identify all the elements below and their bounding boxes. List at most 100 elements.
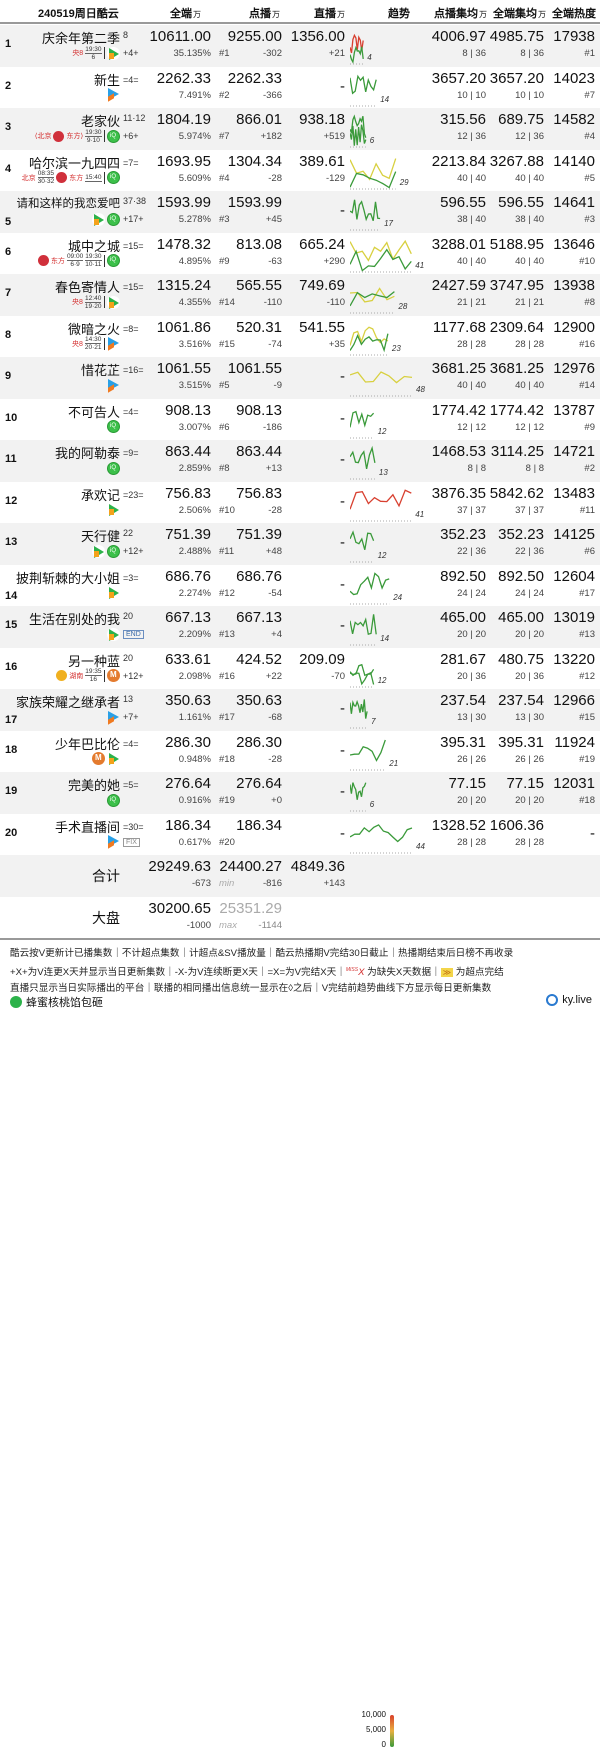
table-row[interactable]: 2 新生 =4= 2262.33 7.491% 2262.33 #2 -366 - 14 3657.…	[0, 67, 600, 109]
show-title[interactable]: 庆余年第二季	[41, 31, 120, 46]
total-share: 2.098%	[178, 670, 211, 682]
trend-sparkline	[350, 663, 375, 687]
show-title[interactable]: 手术直播间	[54, 819, 120, 835]
rank: 17	[5, 714, 18, 726]
vod-rank: #3	[219, 214, 230, 225]
update-status: =15=	[123, 240, 144, 251]
heat-rank: #19	[579, 753, 595, 765]
table-row[interactable]: 18少年巴比伦=4=286.300.948%286.30#18-28-21395…	[0, 731, 600, 773]
show-title[interactable]: 哈尔滨一九四四	[28, 155, 120, 171]
show-title[interactable]: 城中之城	[67, 238, 120, 254]
rank: 9	[5, 370, 12, 382]
table-row[interactable]: 15 生活在别处的我 20 END 667.13 2.209% 667.13 #13 +4-14…	[0, 606, 600, 648]
site-link[interactable]: ky.live	[546, 994, 592, 1006]
vod-avg-episodes: 12 | 36	[457, 131, 486, 142]
show-title[interactable]: 我的阿勒泰	[54, 446, 120, 461]
show-title[interactable]: 生活在别处的我	[28, 612, 120, 627]
show-title[interactable]: 少年巴比伦	[54, 736, 120, 752]
table-row[interactable]: 16另一种蓝20+12+湖南19:3516633.612.098%424.52#…	[0, 648, 600, 690]
show-title[interactable]: 新生	[93, 72, 120, 88]
total-share: 7.491%	[178, 89, 211, 101]
show-title[interactable]: 披荆斩棘的大小姐	[15, 570, 120, 586]
trend-episode-count: 29	[399, 177, 409, 187]
show-title[interactable]: 天行健	[80, 529, 120, 544]
vod-rank: #20	[219, 836, 235, 848]
live-views: -	[340, 77, 345, 95]
table-row[interactable]: 10 不可告人=4= 908.13 3.007% 908.13 #6 -186 - 12 1774…	[0, 399, 600, 441]
live-views: -	[340, 824, 345, 842]
rank: 20	[5, 826, 18, 839]
episode-info: 22	[123, 528, 134, 538]
show-title[interactable]: 请和这样的我恋爱吧	[16, 198, 121, 210]
total-share: 0.948%	[178, 753, 211, 765]
show-title[interactable]: 不可告人	[67, 404, 120, 420]
table-row[interactable]: 14 披荆斩棘的大小姐 =3= 686.76 2.274% 686.76 #12 -54-24…	[0, 565, 600, 607]
air-episodes: 10·11	[85, 261, 102, 268]
table-row[interactable]: 7 春色寄情人 =15= 央8 12:40 19·20 1315.24 4.355% 565.5…	[0, 274, 600, 316]
show-title[interactable]: 另一种蓝	[67, 653, 120, 669]
broadcast-info: 北京 08:35 30·32 东方 15:40	[21, 170, 120, 185]
heat-rank: #17	[579, 587, 595, 599]
table-row[interactable]: 6城中之城=15=东方09:006·919:3010·111478.324.89…	[0, 233, 600, 275]
live-delta: +519	[323, 131, 345, 142]
channel-logo-icon	[37, 255, 49, 266]
broadcast-info	[92, 752, 120, 766]
heat-score: 14721	[553, 443, 595, 460]
live-views: 389.61	[299, 152, 345, 170]
heat-rank: #4	[584, 131, 595, 142]
tencent-video-icon	[92, 544, 105, 558]
note-line-2: +X+为V连更X天并显示当日更新集数｜-X-为V连续断更X天｜=X=为V完结X天…	[10, 962, 590, 981]
vod-avg-episodes: 40 | 40	[457, 172, 486, 184]
summary-vod-delta: -816	[262, 878, 282, 889]
show-title[interactable]: 老家伙	[80, 114, 120, 129]
show-title[interactable]: 春色寄情人	[54, 280, 120, 295]
table-row[interactable]: 20 手术直播间 =30= FIX 186.34 0.617% 186.34 #20-44 13…	[0, 814, 600, 856]
site-name: ky.live	[562, 994, 592, 1006]
table-row[interactable]: 8 微暗之火 =8= 央8 14:30 20·21 1061.86 3.516% 520.31 #…	[0, 316, 600, 358]
vod-avg-episodes: 40 | 40	[457, 255, 486, 267]
vod-delta: +48	[265, 546, 282, 557]
youku-icon	[107, 710, 120, 724]
heat-rank: #7	[584, 89, 595, 101]
trend-line	[350, 326, 389, 346]
trend-line	[350, 333, 389, 352]
trend-sparkline	[350, 445, 376, 480]
table-row[interactable]: 19完美的她=5=276.640.916%276.64#19+0-677.152…	[0, 772, 600, 814]
channel-label: 东方⟩	[66, 133, 84, 140]
channel-label: 央8	[71, 340, 83, 348]
market-total: 30200.65	[148, 900, 211, 917]
trend-sparkline	[350, 488, 412, 521]
show-title[interactable]: 家族荣耀之继承者	[15, 695, 120, 710]
all-avg: 465.00	[498, 609, 544, 626]
broadcast-info: 央8 14:30 20·21	[71, 336, 120, 351]
table-row[interactable]: 11 我的阿勒泰=9= 863.44 2.859% 863.44 #8 +13 - 13 1468…	[0, 440, 600, 482]
vod-avg: 3876.35	[431, 484, 486, 502]
heat-score: 13938	[553, 277, 595, 294]
table-row[interactable]: 9 惜花芷 =16= 1061.55 3.515% 1061.55 #5 -9 - 48 3681.…	[0, 357, 600, 399]
vod-rank: #15	[219, 338, 235, 350]
rank: 12	[5, 494, 18, 507]
channel-label: 北京	[21, 174, 36, 182]
air-time-value: 14:30	[85, 336, 102, 344]
table-row[interactable]: 13天行健22+12+751.392.488%751.39#11+48-1235…	[0, 523, 600, 565]
show-title[interactable]: 完美的她	[67, 778, 120, 793]
table-row[interactable]: 12 承欢记 =23= 756.83 2.506% 756.83 #10 -28-41 3876…	[0, 482, 600, 524]
live-views: 749.69	[299, 277, 345, 294]
trend-line	[350, 614, 377, 636]
rank: 6	[5, 245, 12, 258]
vod-delta: +45	[265, 214, 282, 225]
all-avg: 892.50	[498, 567, 544, 585]
table-row[interactable]: 17 家族荣耀之继承者 13 +7+ 350.63 1.161% 350.63 #17 -68-…	[0, 689, 600, 731]
iqiyi-icon	[107, 212, 120, 226]
footer-notes: 酷云按V更新计已播集数｜不计超点集数｜计超点&SV播放量｜酷云热播期V完结30日…	[0, 938, 600, 1003]
show-title[interactable]: 微暗之火	[67, 321, 120, 337]
rank: 16	[5, 660, 18, 673]
show-title[interactable]: 承欢记	[80, 487, 120, 503]
show-title[interactable]: 惜花芷	[80, 363, 120, 378]
all-avg-episodes: 28 | 28	[515, 836, 544, 848]
table-row[interactable]: 1 庆余年第二季 8 +4+ 央8 19:30 6 10611.00 35.135% 9255.0…	[0, 25, 600, 67]
trend-episode-count: 12	[377, 551, 387, 560]
